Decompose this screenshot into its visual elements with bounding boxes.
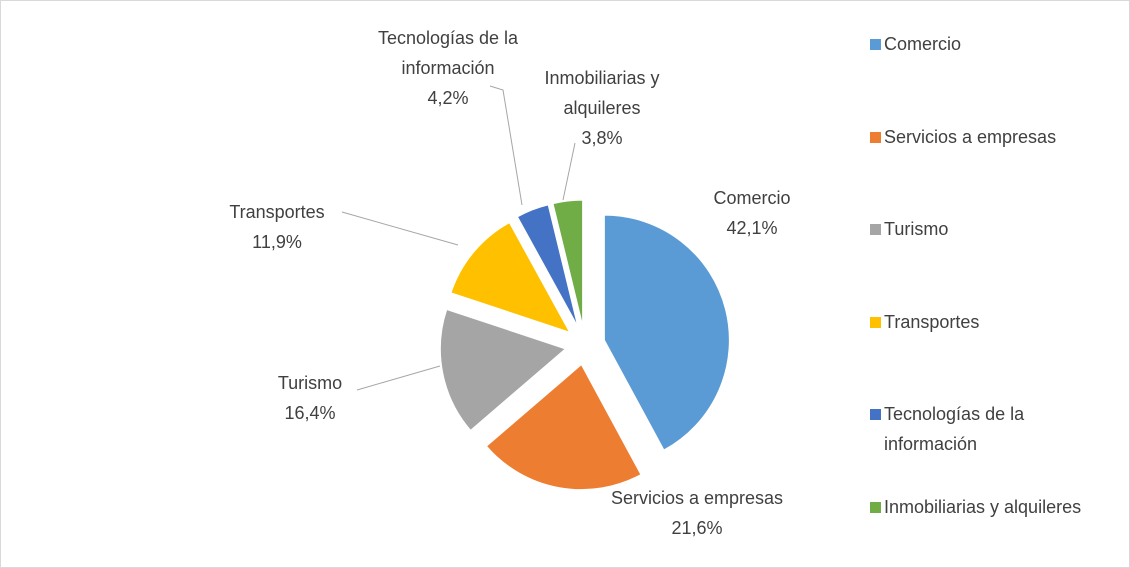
label-value: 42,1% <box>726 218 778 238</box>
legend-text: Inmobiliarias y alquileres <box>884 497 1082 517</box>
legend-swatch <box>870 502 881 513</box>
pie-slice <box>450 221 571 334</box>
pie-slice <box>485 363 642 491</box>
pie-slice <box>516 204 579 327</box>
legend-text: Comercio <box>884 34 962 54</box>
label-category: Inmobiliarias y alquileres <box>544 68 660 118</box>
legend-swatch <box>870 131 881 143</box>
label-category: Comercio <box>713 188 791 208</box>
pie-slice <box>552 199 584 326</box>
data-label: Comercio 42,1% <box>652 183 852 243</box>
legend-entry: Comercio <box>884 29 1129 59</box>
leader-line <box>356 365 441 391</box>
label-category: Transportes <box>229 202 325 222</box>
legend-entry: Servicios a empresas <box>884 122 1129 152</box>
legend-swatch <box>870 39 881 50</box>
label-value: 21,6% <box>671 518 723 538</box>
pie-slice <box>439 308 567 432</box>
legend-swatch <box>870 409 881 421</box>
label-value: 4,2% <box>427 88 469 108</box>
legend-entry: Tecnologías de la información <box>884 399 1054 459</box>
data-label: Turismo 16,4% <box>230 368 390 428</box>
leader-line <box>341 211 459 246</box>
data-label: Transportes 11,9% <box>197 197 357 257</box>
pie-slice <box>603 214 730 451</box>
label-value: 11,9% <box>252 232 302 252</box>
label-category: Turismo <box>277 373 343 393</box>
legend-entry: Transportes <box>884 307 1129 337</box>
label-category: Tecnologías de la información <box>377 28 519 78</box>
legend-entry: Inmobiliarias y alquileres <box>884 492 1129 522</box>
leader-line <box>562 142 576 201</box>
legend-text: Transportes <box>884 311 980 332</box>
leader-line <box>489 85 523 206</box>
data-label: Servicios a empresas 21,6% <box>567 483 827 543</box>
legend-text: Turismo <box>884 219 949 240</box>
legend-swatch <box>870 316 881 328</box>
legend-text: Tecnologías de la información <box>884 404 1025 455</box>
label-category: Servicios a empresas <box>610 488 784 508</box>
data-label: Tecnologías de la información 4,2% <box>353 23 543 113</box>
legend-text: Servicios a empresas <box>884 126 1057 147</box>
legend-swatch <box>870 224 881 236</box>
label-value: 3,8% <box>581 128 623 148</box>
data-label: Inmobiliarias y alquileres 3,8% <box>527 63 677 153</box>
label-value: 16,4% <box>284 403 336 423</box>
legend-entry: Turismo <box>884 214 1129 244</box>
